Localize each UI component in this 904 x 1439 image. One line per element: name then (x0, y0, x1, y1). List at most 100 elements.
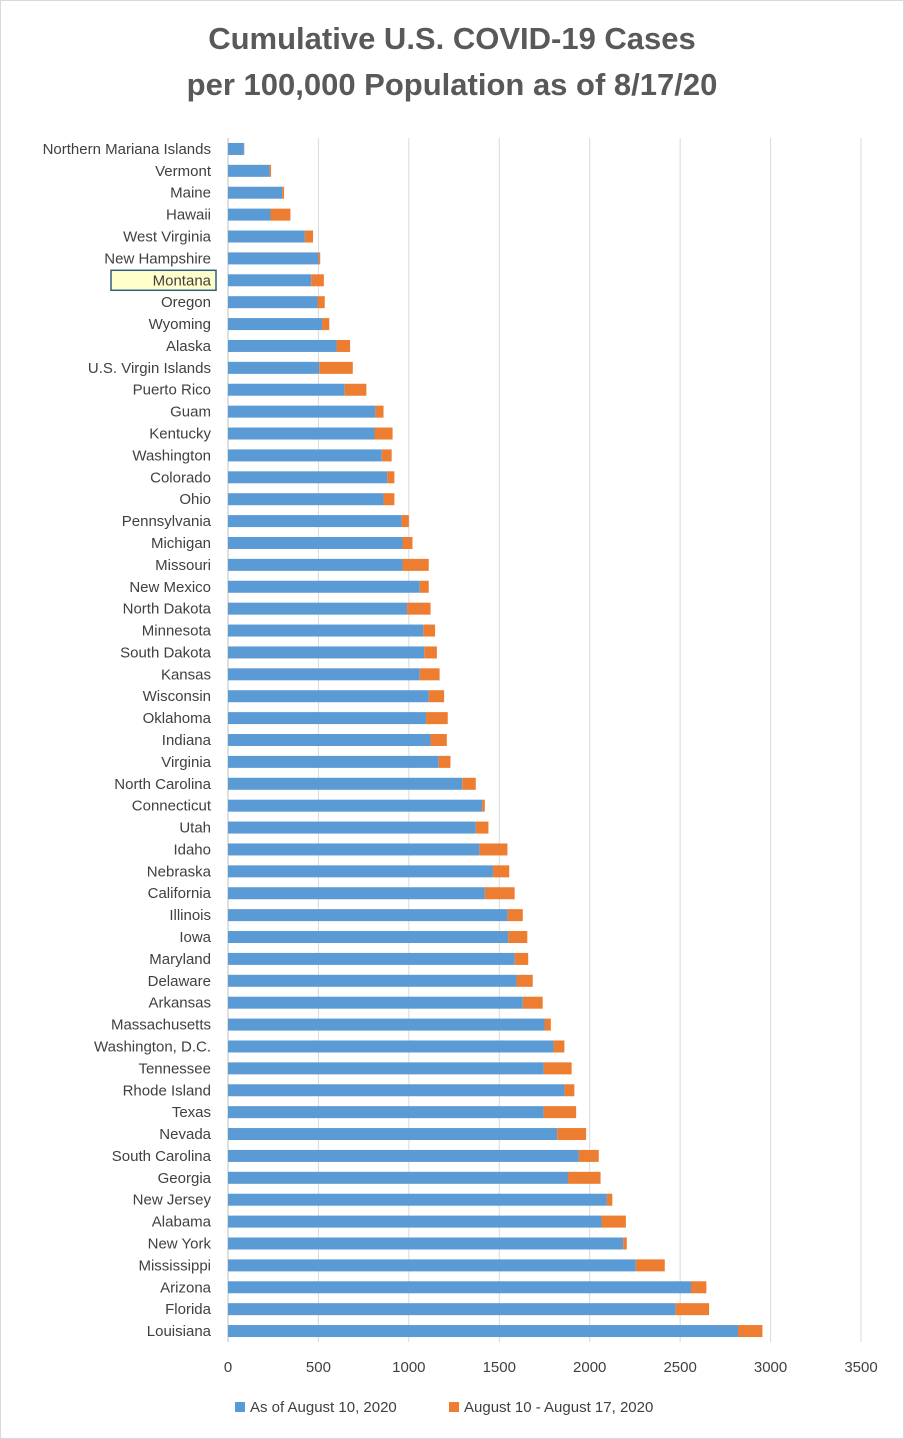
category-label: Massachusetts (111, 1017, 211, 1034)
bar-series1-11 (228, 383, 345, 396)
bar-series2-10 (319, 361, 353, 374)
category-label: Hawaii (166, 207, 211, 224)
category-label: Colorado (150, 469, 211, 486)
category-label: New Hampshire (104, 250, 211, 267)
bar-series2-49 (601, 1215, 626, 1228)
bar-series2-23 (424, 646, 437, 659)
bar-series1-8 (228, 318, 323, 331)
bar-series2-21 (407, 602, 431, 615)
bar-series1-12 (228, 405, 376, 418)
category-label: Michigan (151, 535, 211, 552)
bar-series2-24 (419, 668, 440, 681)
category-label: Delaware (148, 973, 211, 990)
bar-series1-23 (228, 646, 425, 659)
bar-series1-29 (228, 777, 463, 790)
bar-series2-4 (304, 230, 314, 243)
bar-series2-41 (553, 1040, 565, 1053)
category-label: New Mexico (129, 579, 211, 596)
bar-series1-2 (228, 186, 283, 199)
category-label: Washington (132, 447, 211, 464)
category-label: Arizona (160, 1279, 212, 1296)
x-tick-label: 2500 (663, 1359, 696, 1376)
bar-series2-2 (282, 186, 285, 199)
category-label: Utah (179, 820, 211, 837)
highlight-box (110, 269, 217, 292)
legend-label-series1: As of August 10, 2020 (250, 1399, 397, 1416)
category-label: Indiana (162, 732, 212, 749)
chart-subtitle: per 100,000 Population as of 8/17/20 (186, 67, 718, 102)
bar-series1-14 (228, 449, 382, 462)
bar-series2-29 (462, 777, 476, 790)
bar-series2-33 (492, 865, 510, 878)
category-label: U.S. Virgin Islands (88, 360, 211, 377)
category-label: New Jersey (133, 1192, 212, 1209)
bar-series1-39 (228, 996, 523, 1009)
bar-series2-45 (557, 1128, 587, 1141)
bar-series1-50 (228, 1237, 624, 1250)
bar-series1-10 (228, 361, 320, 374)
category-label: Connecticut (132, 798, 212, 815)
bar-series2-51 (635, 1259, 665, 1272)
category-label: Iowa (179, 929, 211, 946)
bar-series1-26 (228, 712, 427, 725)
bar-series1-27 (228, 734, 431, 746)
chart-title: Cumulative U.S. COVID-19 Cases (208, 21, 696, 56)
bar-series1-21 (228, 602, 408, 615)
bar-series2-30 (482, 799, 485, 812)
category-label: Illinois (169, 907, 211, 924)
bar-series1-52 (228, 1281, 691, 1294)
category-label: Puerto Rico (133, 382, 211, 399)
category-label: Minnesota (142, 623, 212, 640)
category-label: South Carolina (112, 1148, 212, 1165)
bar-series2-25 (428, 690, 445, 703)
bar-series1-17 (228, 515, 402, 528)
category-label: Ohio (179, 491, 211, 508)
x-tick-label: 1500 (483, 1359, 516, 1376)
x-tick-label: 3500 (844, 1359, 877, 1376)
bar-series2-27 (430, 734, 447, 746)
bar-series2-42 (543, 1062, 572, 1075)
bar-series2-18 (402, 536, 413, 549)
bar-series2-1 (269, 164, 272, 177)
bar-series2-31 (475, 821, 489, 834)
legend-swatch-series2 (449, 1402, 459, 1412)
bar-series1-46 (228, 1149, 579, 1162)
category-label: Vermont (155, 163, 212, 180)
bar-series1-6 (228, 274, 312, 287)
category-label: Virginia (161, 754, 211, 771)
category-label: Nevada (159, 1126, 211, 1143)
bar-series1-7 (228, 296, 318, 309)
bar-series1-45 (228, 1128, 558, 1141)
bar-series2-53 (675, 1303, 710, 1316)
bar-series1-40 (228, 1018, 545, 1031)
bar-series1-49 (228, 1215, 602, 1228)
bar-series1-41 (228, 1040, 554, 1053)
bar-series1-4 (228, 230, 305, 243)
bar-series2-44 (543, 1106, 577, 1119)
bar-series1-24 (228, 668, 420, 681)
bar-series2-13 (374, 427, 393, 440)
bar-series1-25 (228, 690, 429, 703)
bar-series1-22 (228, 624, 424, 637)
bar-series1-38 (228, 974, 517, 987)
category-label: Missouri (155, 557, 211, 574)
bar-series1-16 (228, 493, 384, 506)
category-label: Kentucky (149, 426, 211, 443)
bar-series1-28 (228, 755, 439, 768)
legend-swatch-series1 (235, 1402, 245, 1412)
bar-series2-16 (383, 493, 395, 506)
category-label: Northern Mariana Islands (43, 141, 211, 158)
bar-series2-37 (514, 952, 529, 965)
bar-series2-50 (623, 1237, 627, 1250)
bar-series1-54 (228, 1325, 739, 1338)
bar-series1-44 (228, 1106, 544, 1119)
bar-series1-33 (228, 865, 493, 878)
category-label: Tennessee (138, 1060, 211, 1077)
category-label: Arkansas (148, 995, 211, 1012)
bar-series2-34 (484, 887, 515, 900)
bar-series1-47 (228, 1171, 569, 1184)
bar-series2-46 (578, 1149, 599, 1162)
bar-series1-42 (228, 1062, 544, 1075)
category-label: Montana (153, 272, 212, 289)
